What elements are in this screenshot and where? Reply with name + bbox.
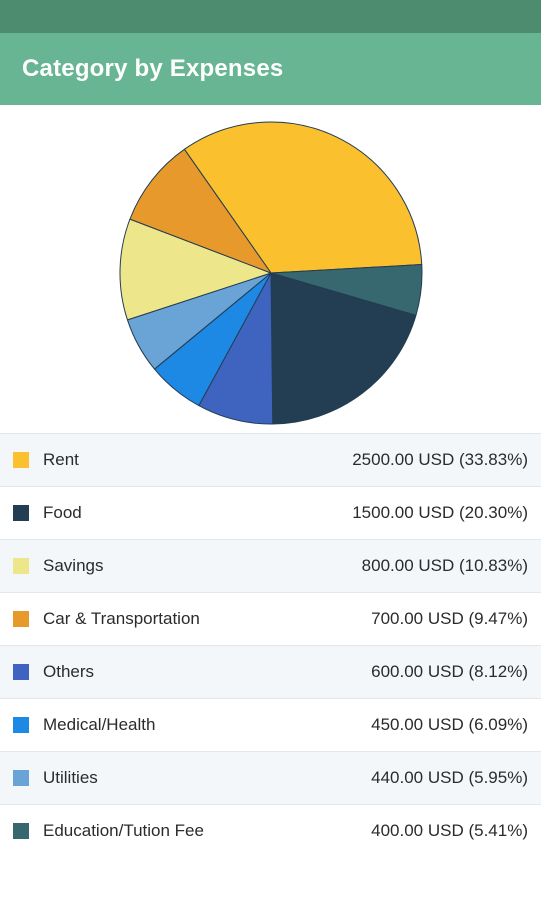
legend-value: 400.00 USD (5.41%) — [371, 821, 528, 840]
legend-list: Rent 2500.00 USD (33.83%) Food 1500.00 U… — [0, 433, 541, 857]
legend-label: Utilities — [43, 768, 98, 787]
legend-swatch — [13, 664, 29, 680]
legend-label: Food — [43, 503, 82, 522]
legend-swatch — [13, 770, 29, 786]
legend-swatch — [13, 452, 29, 468]
legend-row-utilities[interactable]: Utilities 440.00 USD (5.95%) — [0, 751, 541, 804]
pie-chart-area — [0, 105, 541, 433]
legend-value: 2500.00 USD (33.83%) — [352, 450, 528, 469]
legend-row-education-tution-fee[interactable]: Education/Tution Fee 400.00 USD (5.41%) — [0, 804, 541, 857]
status-bar — [0, 0, 541, 33]
legend-label: Savings — [43, 556, 104, 575]
app-bar: Category by Expenses — [0, 33, 541, 105]
legend-row-rent[interactable]: Rent 2500.00 USD (33.83%) — [0, 433, 541, 486]
legend-row-food[interactable]: Food 1500.00 USD (20.30%) — [0, 486, 541, 539]
legend-row-car-transportation[interactable]: Car & Transportation 700.00 USD (9.47%) — [0, 592, 541, 645]
legend-row-medical-health[interactable]: Medical/Health 450.00 USD (6.09%) — [0, 698, 541, 751]
page-title: Category by Expenses — [22, 55, 284, 82]
legend-swatch — [13, 823, 29, 839]
legend-value: 600.00 USD (8.12%) — [371, 662, 528, 681]
pie-slice-car-transportation[interactable] — [129, 148, 272, 274]
legend-value: 1500.00 USD (20.30%) — [352, 503, 528, 522]
pie-slice-food[interactable] — [270, 272, 417, 425]
legend-row-savings[interactable]: Savings 800.00 USD (10.83%) — [0, 539, 541, 592]
legend-swatch — [13, 558, 29, 574]
legend-swatch — [13, 505, 29, 521]
legend-swatch — [13, 717, 29, 733]
legend-label: Medical/Health — [43, 715, 156, 734]
legend-row-others[interactable]: Others 600.00 USD (8.12%) — [0, 645, 541, 698]
legend-label: Rent — [43, 450, 79, 469]
legend-value: 440.00 USD (5.95%) — [371, 768, 528, 787]
legend-swatch — [13, 611, 29, 627]
legend-label: Car & Transportation — [43, 609, 200, 628]
legend-label: Others — [43, 662, 95, 681]
legend-value: 450.00 USD (6.09%) — [371, 715, 528, 734]
legend-value: 800.00 USD (10.83%) — [361, 556, 528, 575]
pie-chart — [119, 121, 423, 425]
legend-value: 700.00 USD (9.47%) — [371, 609, 528, 628]
pie-slice-rent[interactable] — [183, 121, 423, 274]
legend-label: Education/Tution Fee — [43, 821, 204, 840]
pie-slice-savings[interactable] — [119, 218, 272, 321]
